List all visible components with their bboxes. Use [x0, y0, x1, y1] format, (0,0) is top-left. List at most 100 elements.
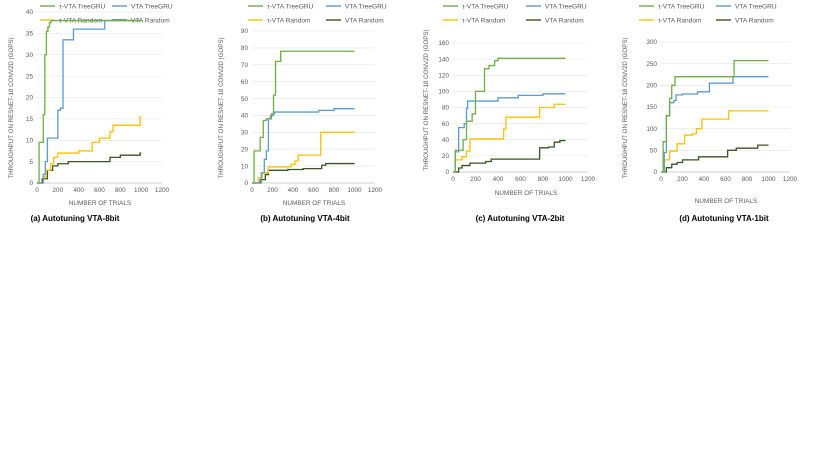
- series-line-tau-vta-treegru: [252, 50, 355, 184]
- y-tick-label: 20: [241, 146, 249, 153]
- legend-label-vta-treegru: VTA TreeGRU: [735, 4, 777, 11]
- legend-label-tau-random: τ-VTA Random: [658, 18, 702, 25]
- y-tick-label: 0: [29, 180, 33, 187]
- x-tick-label: 1200: [783, 176, 798, 183]
- x-tick-label: 600: [94, 187, 105, 194]
- chart-vta-8bit: τ-VTA TreeGRU VTA TreeGRU τ-VTA Random V…: [8, 4, 173, 224]
- legend-label-tau-treegru: τ-VTA TreeGRU: [658, 4, 705, 11]
- x-tick-label: 400: [699, 176, 710, 183]
- x-tick-label: 400: [493, 176, 504, 183]
- y-tick-label: 100: [646, 126, 657, 133]
- y-tick-label: 80: [241, 45, 249, 52]
- x-tick-label: 400: [73, 187, 84, 194]
- y-tick-label: 30: [26, 52, 34, 59]
- y-tick-label: 120: [438, 72, 449, 79]
- plot-area: 0 50 100 150 200 250 300 0 200 400 600 800 1000 1200: [646, 39, 797, 183]
- chart-vta-4bit: τ-VTA TreeGRU VTA TreeGRU τ-VTA Random V…: [218, 4, 387, 224]
- y-tick-label: 80: [442, 105, 450, 112]
- chart-title: (d) Autotuning VTA-1bit: [679, 214, 769, 223]
- x-axis-label: NUMBER OF TRIALS: [695, 198, 757, 205]
- legend-label-vta-random: VTA Random: [735, 18, 774, 25]
- x-tick-label: 200: [267, 187, 278, 194]
- x-tick-label: 200: [677, 176, 688, 183]
- x-tick-label: 800: [742, 176, 753, 183]
- series-line-tau-vta-random: [661, 110, 769, 173]
- legend-label-tau-random: τ-VTA Random: [462, 18, 506, 25]
- x-tick-label: 200: [52, 187, 63, 194]
- x-tick-label: 800: [538, 176, 549, 183]
- legend-label-vta-treegru: VTA TreeGRU: [545, 4, 587, 11]
- x-tick-label: 0: [250, 187, 254, 194]
- series-line-vta-random: [37, 152, 142, 184]
- x-tick-label: 800: [115, 187, 126, 194]
- series-line-tau-vta-random: [252, 131, 355, 184]
- chart-title: (a) Autotuning VTA-8bit: [31, 214, 120, 223]
- chart-title: (c) Autotuning VTA-2bit: [476, 214, 565, 223]
- x-tick-label: 600: [308, 187, 319, 194]
- legend-label-tau-random: τ-VTA Random: [267, 18, 311, 25]
- plot-area: 0 20 40 60 80 100 120 140 160 0 200 400 600 800 1000 12…: [438, 40, 595, 183]
- legend: τ-VTA TreeGRU VTA TreeGRU τ-VTA Random V…: [639, 4, 777, 25]
- legend-label-tau-treegru: τ-VTA TreeGRU: [267, 4, 314, 11]
- series-line-tau-vta-treegru: [37, 19, 142, 184]
- y-tick-label: 0: [445, 169, 449, 176]
- y-tick-label: 100: [438, 89, 449, 96]
- x-tick-label: 1200: [368, 187, 383, 194]
- x-tick-label: 400: [288, 187, 299, 194]
- y-tick-label: 40: [442, 137, 450, 144]
- y-tick-label: 50: [650, 148, 658, 155]
- x-tick-label: 0: [659, 176, 663, 183]
- x-tick-label: 1200: [155, 187, 170, 194]
- y-tick-label: 0: [653, 169, 657, 176]
- legend-label-tau-treegru: τ-VTA TreeGRU: [462, 4, 509, 11]
- x-tick-label: 0: [35, 187, 39, 194]
- series-line-vta-treegru: [37, 19, 142, 184]
- chart-title: (b) Autotuning VTA-4bit: [260, 214, 350, 223]
- y-tick-label: 90: [241, 28, 249, 35]
- x-tick-label: 800: [329, 187, 340, 194]
- series-line-vta-treegru: [453, 93, 566, 173]
- x-tick-label: 1200: [581, 176, 596, 183]
- y-tick-label: 0: [244, 180, 248, 187]
- y-tick-label: 20: [442, 153, 450, 160]
- y-tick-label: 70: [241, 62, 249, 69]
- y-tick-label: 5: [29, 159, 33, 166]
- y-tick-label: 140: [438, 56, 449, 63]
- x-axis-label: NUMBER OF TRIALS: [495, 190, 557, 197]
- y-tick-label: 20: [26, 95, 34, 102]
- legend: τ-VTA TreeGRU VTA TreeGRU τ-VTA Random V…: [443, 4, 587, 25]
- plot-area: 0 10 20 30 40 50 60 70 80 90 0 200 400 600 800 1000 1200: [241, 28, 383, 194]
- series-line-tau-vta-treegru: [661, 59, 769, 173]
- series-line-tau-vta-treegru: [453, 57, 566, 173]
- x-axis-label: NUMBER OF TRIALS: [283, 200, 345, 207]
- legend: τ-VTA TreeGRU VTA TreeGRU τ-VTA Random V…: [40, 4, 173, 25]
- y-tick-label: 30: [241, 130, 249, 137]
- legend-label-vta-random: VTA Random: [545, 18, 584, 25]
- series-line-tau-vta-random: [453, 103, 566, 173]
- legend: τ-VTA TreeGRU VTA TreeGRU τ-VTA Random V…: [248, 4, 387, 25]
- legend-label-vta-random: VTA Random: [131, 18, 170, 25]
- legend-label-vta-treegru: VTA TreeGRU: [131, 4, 173, 11]
- x-tick-label: 200: [470, 176, 481, 183]
- x-tick-label: 0: [451, 176, 455, 183]
- legend-label-vta-treegru: VTA TreeGRU: [345, 4, 387, 11]
- x-tick-label: 1000: [134, 187, 149, 194]
- y-axis-label: THROUGHPUT ON RESNET-18 CONV2D (GOPS): [622, 37, 629, 178]
- y-tick-label: 60: [241, 79, 249, 86]
- chart-vta-1bit: τ-VTA TreeGRU VTA TreeGRU τ-VTA Random V…: [622, 4, 798, 224]
- y-tick-label: 40: [241, 113, 249, 120]
- y-tick-label: 60: [442, 121, 450, 128]
- x-axis-label: NUMBER OF TRIALS: [69, 200, 131, 207]
- series-line-vta-treegru: [252, 108, 355, 184]
- series-line-vta-random: [453, 139, 566, 173]
- y-tick-label: 150: [646, 104, 657, 111]
- y-tick-label: 25: [26, 73, 34, 80]
- x-tick-label: 1000: [761, 176, 776, 183]
- series-line-vta-random: [252, 162, 355, 184]
- series-line-vta-random: [661, 144, 769, 173]
- y-axis-label: THROUGHPUT ON RESNET-18 CONV2D (GOPS): [218, 37, 225, 178]
- y-tick-label: 15: [26, 116, 34, 123]
- y-tick-label: 200: [646, 83, 657, 90]
- legend-label-vta-random: VTA Random: [345, 18, 384, 25]
